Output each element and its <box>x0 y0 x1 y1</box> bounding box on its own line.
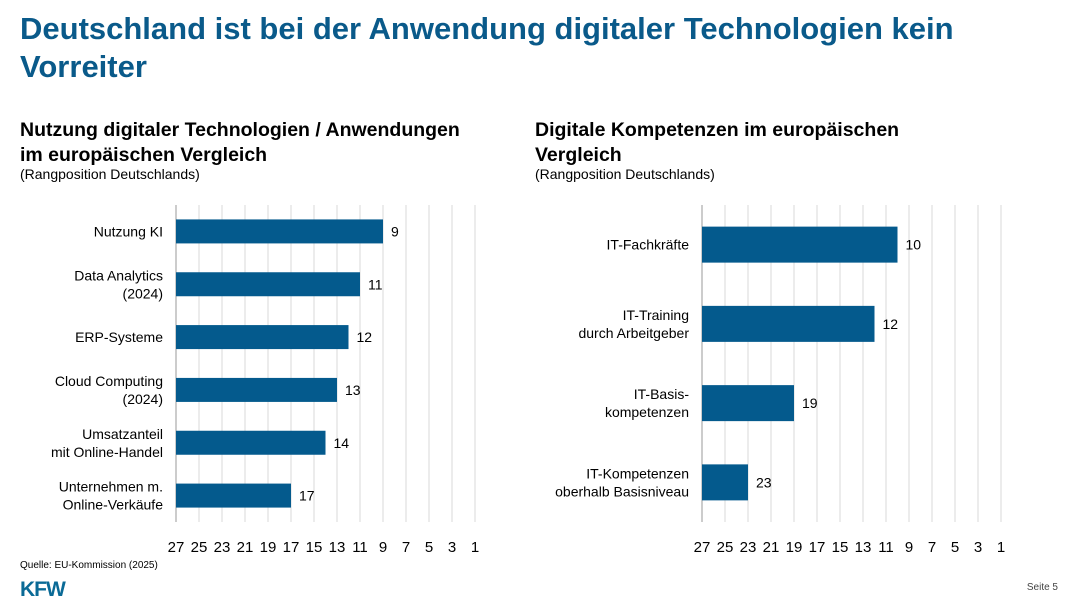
x-tick-label: 9 <box>379 539 387 556</box>
x-tick-label: 23 <box>214 539 231 556</box>
bar <box>702 305 875 342</box>
data-label: 12 <box>883 316 899 332</box>
category-label: durch Arbeitgeber <box>578 325 689 341</box>
chart1-subtitle: (Rangposition Deutschlands) <box>20 166 200 182</box>
x-tick-label: 5 <box>425 539 433 556</box>
chart-right: 27 25 23 21 19 17 15 13 11 9 7 5 3 1 10 IT-Fachkräfte 12… <box>555 205 1005 556</box>
x-tick-label: 17 <box>283 539 300 556</box>
category-label: oberhalb Basisniveau <box>555 483 689 499</box>
category-label: IT-Fachkräfte <box>607 237 690 253</box>
data-label: 17 <box>299 488 315 504</box>
x-tick-label: 15 <box>832 539 849 556</box>
category-label: Umsatzanteil <box>82 426 163 442</box>
bar <box>176 325 349 350</box>
bar <box>176 219 383 244</box>
chart1-title: Nutzung digitaler Technologien / Anwendu… <box>20 119 460 166</box>
category-label: Unternehmen m. <box>59 479 163 495</box>
category-label: kompetenzen <box>605 404 689 420</box>
bar <box>176 430 326 455</box>
x-tick-label: 15 <box>306 539 323 556</box>
x-tick-label: 27 <box>168 539 185 556</box>
category-label: IT-Training <box>623 307 689 323</box>
category-label: Data Analytics <box>74 267 163 283</box>
bar <box>702 464 748 501</box>
source-note: Quelle: EU-Kommission (2025) <box>20 560 158 571</box>
category-label: mit Online-Handel <box>51 444 163 460</box>
category-label: ERP-Systeme <box>75 329 163 345</box>
category-label: IT-Kompetenzen <box>586 465 689 481</box>
kfw-logo: KFW <box>20 578 66 601</box>
category-label: (2024) <box>123 391 163 407</box>
x-tick-label: 11 <box>352 539 368 556</box>
page-number: Seite 5 <box>1026 582 1058 593</box>
x-tick-label: 17 <box>809 539 826 556</box>
x-tick-label: 25 <box>191 539 208 556</box>
data-label: 23 <box>756 474 772 490</box>
x-tick-label: 21 <box>237 539 254 556</box>
x-tick-label: 1 <box>471 539 479 556</box>
data-label: 19 <box>802 395 818 411</box>
page-title: Deutschland ist bei der Anwendung digita… <box>20 11 954 84</box>
x-tick-label: 3 <box>448 539 456 556</box>
x-tick-label: 25 <box>717 539 734 556</box>
data-label: 11 <box>368 276 383 292</box>
x-tick-label: 13 <box>855 539 872 556</box>
x-tick-label: 21 <box>763 539 780 556</box>
x-tick-label: 5 <box>951 539 959 556</box>
x-tick-label: 7 <box>928 539 936 556</box>
data-label: 14 <box>334 435 350 451</box>
x-tick-label: 23 <box>740 539 757 556</box>
bar <box>176 272 360 297</box>
bar <box>176 377 337 402</box>
x-tick-label: 13 <box>329 539 346 556</box>
category-label: IT-Basis- <box>634 386 690 402</box>
chart2-subtitle: (Rangposition Deutschlands) <box>535 166 715 182</box>
x-tick-label: 11 <box>878 539 894 556</box>
x-tick-label: 27 <box>694 539 711 556</box>
category-label: (2024) <box>123 285 163 301</box>
category-label: Nutzung KI <box>94 223 163 239</box>
x-tick-label: 7 <box>402 539 410 556</box>
data-label: 9 <box>391 223 399 239</box>
x-tick-label: 3 <box>974 539 982 556</box>
data-label: 13 <box>345 382 361 398</box>
chart2-title: Digitale Kompetenzen im europäischen Ver… <box>535 119 900 166</box>
bar <box>702 385 794 422</box>
data-label: 10 <box>906 237 922 253</box>
category-label: Cloud Computing <box>55 373 163 389</box>
x-tick-label: 1 <box>997 539 1005 556</box>
x-tick-label: 19 <box>786 539 803 556</box>
x-tick-label: 9 <box>905 539 913 556</box>
x-tick-label: 19 <box>260 539 277 556</box>
category-label: Online-Verkäufe <box>63 497 164 513</box>
bar <box>702 226 898 263</box>
bar <box>176 483 291 508</box>
data-label: 12 <box>357 329 373 345</box>
